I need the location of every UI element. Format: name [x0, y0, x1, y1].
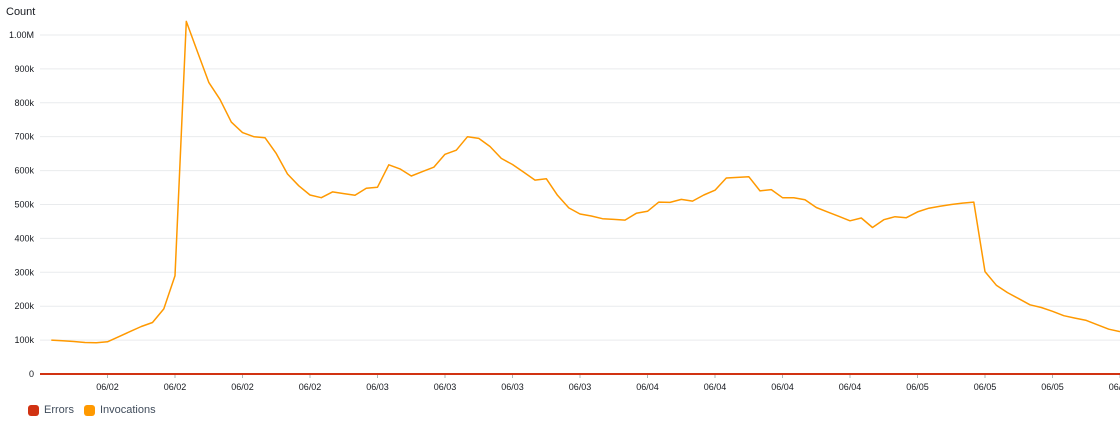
legend-swatch-invocations: [83, 404, 95, 416]
x-tick-label: 06/04: [704, 382, 727, 392]
legend-swatch-errors: [28, 404, 39, 416]
y-tick-label: 400k: [14, 233, 34, 243]
y-tick-label: 100k: [14, 335, 34, 345]
legend-label-invocations: Invocations: [99, 404, 156, 416]
x-tick-label: 06/03: [434, 382, 457, 392]
series-line-invocations[interactable]: [51, 20, 1120, 344]
x-tick-label: 06/03: [569, 382, 592, 392]
legend-label-errors: Errors: [44, 404, 74, 416]
x-tick-label: 06/04: [636, 382, 659, 392]
legend-item-errors[interactable]: Errors: [28, 404, 74, 416]
chart-plot-area: 0 100k 200k 300k 400k 500k 600k 700k 800k 900k 1.0…: [9, 20, 1120, 392]
x-tick-label: 06/02: [231, 382, 254, 392]
x-tick-label: 06/05: [906, 382, 929, 392]
x-tick-label: 06/02: [299, 382, 322, 392]
y-tick-label: 800k: [14, 98, 34, 108]
y-tick-label: 0: [29, 369, 34, 379]
y-tick-label: 600k: [14, 166, 34, 176]
x-tick-label: 06/03: [501, 382, 524, 392]
x-tick-label: 06/02: [96, 382, 119, 392]
x-tick-label: 06/04: [839, 382, 862, 392]
x-tick-label: 06/05: [1041, 382, 1064, 392]
x-tick-label: 06/04: [771, 382, 794, 392]
y-axis-label: Count: [6, 6, 36, 18]
y-tick-label: 500k: [14, 199, 34, 209]
y-tick-label: 200k: [14, 301, 34, 311]
x-tick-label: 06/05: [974, 382, 997, 392]
chart-legend: Errors Invocations: [28, 404, 156, 416]
x-tick-label: 06/02: [164, 382, 187, 392]
x-tick-label: 06/05: [1109, 382, 1120, 392]
y-tick-label: 700k: [14, 132, 34, 142]
y-tick-label: 1.00M: [9, 30, 34, 40]
y-tick-label: 300k: [14, 267, 34, 277]
y-tick-label: 900k: [14, 64, 34, 74]
x-tick-label: 06/03: [366, 382, 389, 392]
legend-item-invocations[interactable]: Invocations: [83, 404, 156, 416]
